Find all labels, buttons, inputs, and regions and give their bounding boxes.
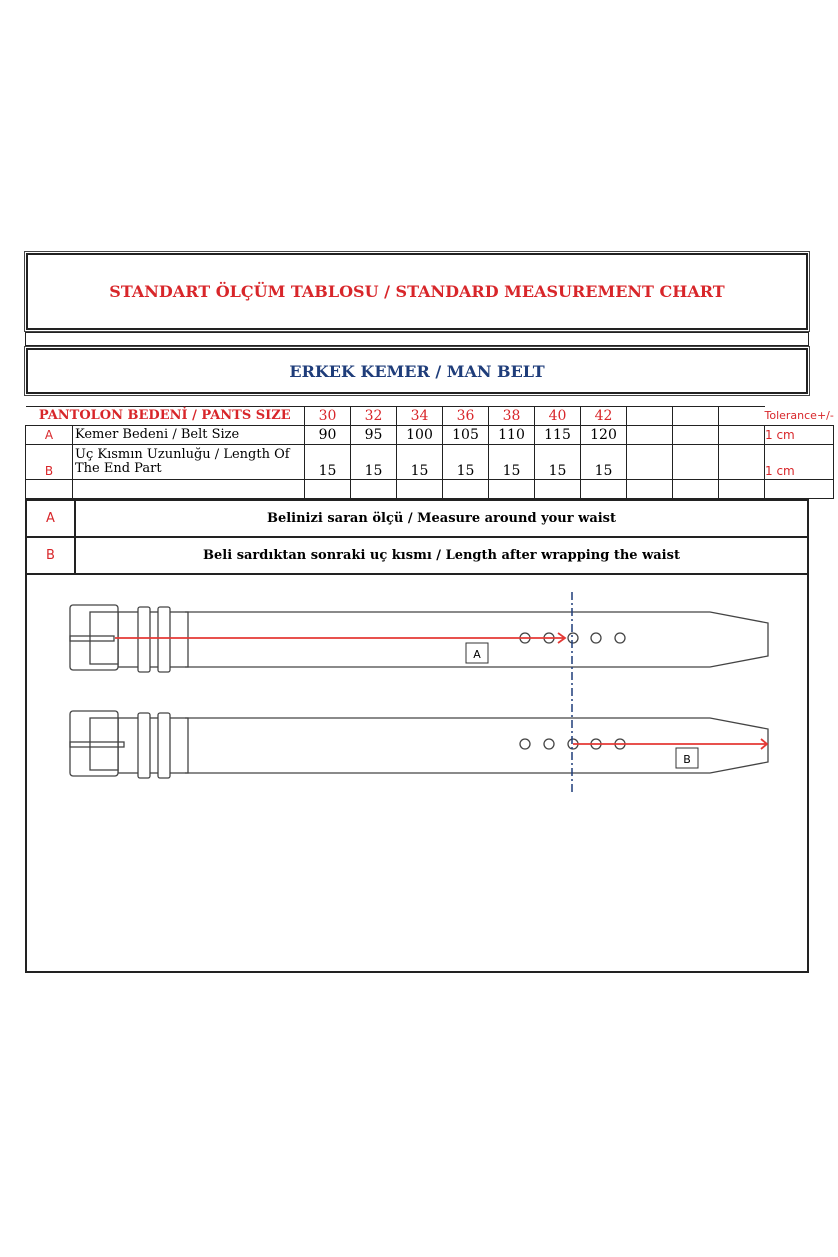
tolerance-cell: 1 cm — [763, 425, 835, 445]
empty-row — [25, 479, 835, 499]
size-cell: 32 — [350, 406, 397, 426]
product-title: ERKEK KEMER / MAN BELT — [24, 346, 810, 396]
legend-text: Belinizi saran ölçü / Measure around you… — [266, 511, 617, 526]
value-cell: 120 — [580, 425, 627, 445]
value-cell: 15 — [580, 444, 627, 480]
size-cell: 42 — [580, 406, 627, 426]
tolerance-label: Tolerance+/- — [764, 408, 834, 422]
arrow-b — [573, 738, 769, 750]
divider — [25, 332, 809, 346]
tolerance-cell: 1 cm — [763, 444, 835, 480]
table-row: A Kemer Bedeni / Belt Size 90 95 100 105 110 11… — [25, 425, 835, 445]
belt-a — [69, 604, 769, 673]
label-a: A — [473, 648, 481, 661]
legend-text: Beli sardıktan sonraki uç kısmı / Length… — [203, 548, 680, 563]
value-cell: 15 — [442, 444, 489, 480]
row-label: Uç Kısmın Uzunluğu / Length Of The End P… — [72, 444, 305, 480]
size-table: PANTOLON BEDENİ / PANTS SIZE 30 32 34 36 38 40… — [25, 406, 835, 499]
belt-b — [69, 710, 769, 779]
chart-title: STANDART ÖLÇÜM TABLOSU / STANDARD MEASUR… — [24, 251, 810, 332]
legend-key: A — [27, 501, 76, 536]
table-row: B Uç Kısmın Uzunluğu / Length Of The End … — [25, 444, 835, 480]
value-cell — [718, 444, 765, 480]
value-cell: 15 — [350, 444, 397, 480]
arrow-a — [115, 632, 567, 644]
belt-diagram-panel — [25, 573, 809, 973]
size-cell: 40 — [534, 406, 581, 426]
pants-size-label: PANTOLON BEDENİ / PANTS SIZE — [25, 406, 305, 426]
value-cell: 15 — [304, 444, 351, 480]
label-b: B — [683, 753, 691, 766]
value-cell: 95 — [350, 425, 397, 445]
legend-key: B — [27, 538, 76, 573]
